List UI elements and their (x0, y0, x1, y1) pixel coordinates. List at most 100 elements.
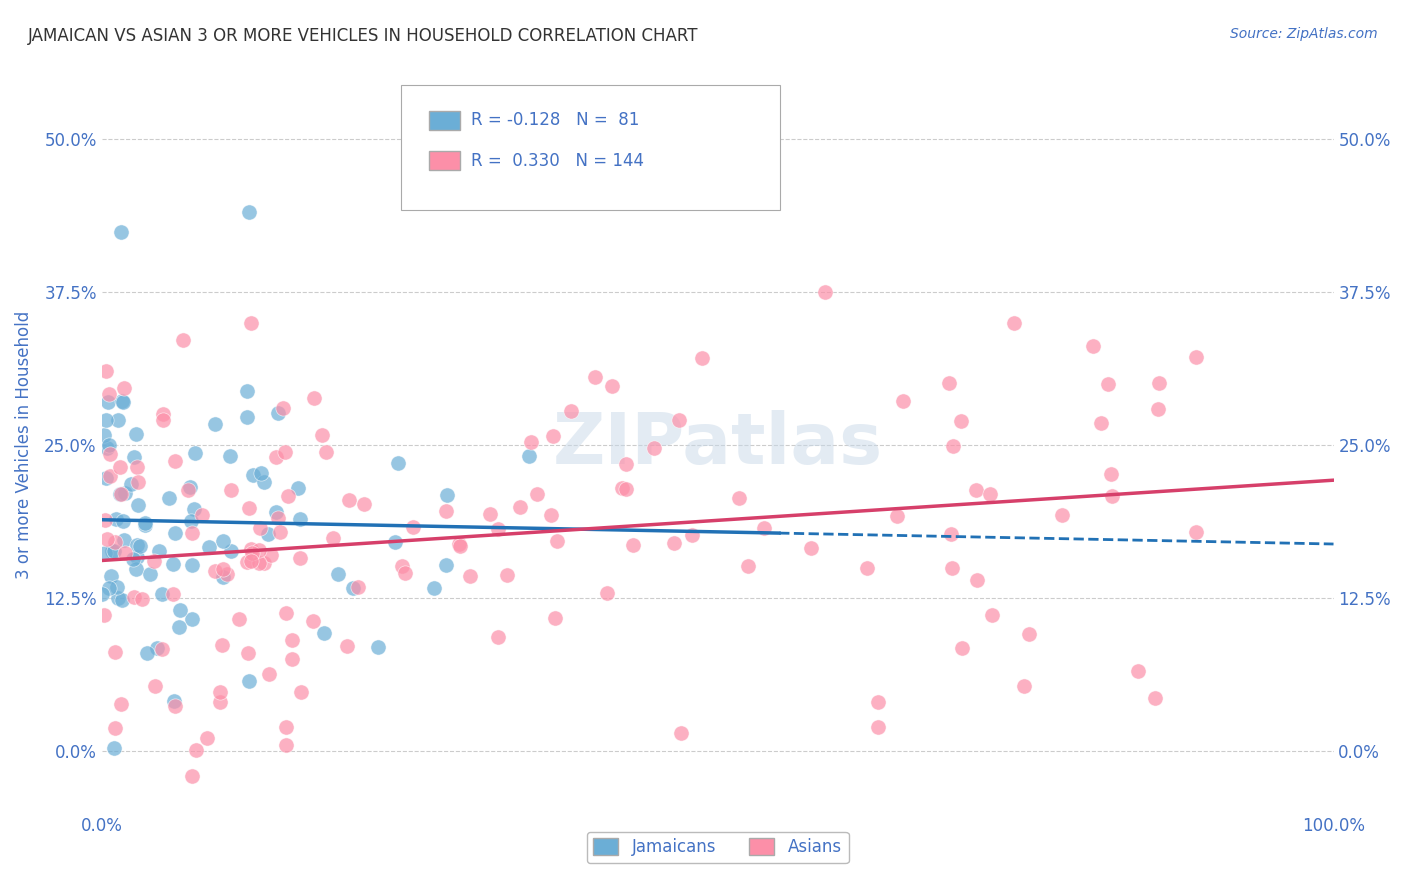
Jamaicans (250, 466, 273, 480)
Jamaicans (96, 471, 118, 485)
Asians (866, 695, 889, 709)
Jamaicans (124, 562, 146, 576)
Asians (941, 560, 963, 574)
Text: ZIPatlas: ZIPatlas (553, 410, 883, 480)
Asians (939, 527, 962, 541)
Jamaicans (436, 488, 458, 502)
Jamaicans (121, 551, 143, 566)
Asians (866, 720, 889, 734)
Asians (163, 698, 186, 713)
Jamaicans (100, 569, 122, 583)
Asians (814, 285, 837, 299)
Asians (212, 562, 235, 576)
Asians (253, 556, 276, 570)
Jamaicans (96, 413, 118, 427)
Asians (979, 486, 1001, 500)
Asians (891, 394, 914, 409)
Asians (965, 483, 987, 497)
Asians (274, 606, 297, 620)
Asians (191, 508, 214, 522)
Jamaicans (110, 225, 132, 239)
Jamaicans (219, 449, 242, 463)
Asians (1081, 338, 1104, 352)
Asians (152, 413, 174, 427)
Asians (236, 555, 259, 569)
Jamaicans (135, 646, 157, 660)
Jamaicans (96, 441, 118, 455)
Jamaicans (163, 694, 186, 708)
Asians (938, 376, 960, 391)
Asians (104, 721, 127, 735)
Jamaicans (163, 526, 186, 541)
Jamaicans (110, 593, 132, 607)
Jamaicans (108, 487, 131, 501)
Jamaicans (517, 449, 540, 463)
Asians (177, 483, 200, 498)
Jamaicans (288, 512, 311, 526)
Jamaicans (98, 582, 121, 596)
Jamaicans (257, 526, 280, 541)
Asians (150, 641, 173, 656)
Asians (274, 444, 297, 458)
Asians (249, 521, 271, 535)
Asians (195, 731, 218, 746)
Asians (104, 645, 127, 659)
Asians (347, 580, 370, 594)
Asians (180, 525, 202, 540)
Jamaicans (124, 426, 146, 441)
Asians (131, 591, 153, 606)
Jamaicans (211, 569, 233, 583)
Asians (526, 487, 548, 501)
Jamaicans (367, 640, 389, 654)
Asians (546, 533, 568, 548)
Jamaicans (112, 533, 135, 547)
Asians (94, 513, 117, 527)
Jamaicans (127, 550, 149, 565)
Asians (239, 542, 262, 557)
Asians (1126, 665, 1149, 679)
Jamaicans (342, 582, 364, 596)
Asians (110, 486, 132, 500)
Asians (643, 441, 665, 455)
Asians (1012, 679, 1035, 693)
Asians (1184, 524, 1206, 539)
Asians (302, 615, 325, 629)
Asians (276, 720, 298, 734)
Asians (612, 481, 634, 495)
Jamaicans (112, 395, 135, 409)
Asians (681, 528, 703, 542)
Asians (1002, 316, 1025, 330)
Jamaicans (162, 558, 184, 572)
Jamaicans (150, 587, 173, 601)
Jamaicans (122, 450, 145, 464)
Asians (211, 638, 233, 652)
Jamaicans (134, 517, 156, 532)
Jamaicans (204, 417, 226, 431)
Asians (184, 742, 207, 756)
Asians (110, 698, 132, 712)
Asians (353, 497, 375, 511)
Asians (560, 404, 582, 418)
Asians (260, 549, 283, 563)
Asians (486, 523, 509, 537)
Asians (614, 458, 637, 472)
Asians (434, 504, 457, 518)
Asians (799, 541, 821, 556)
Asians (143, 680, 166, 694)
Asians (124, 590, 146, 604)
Asians (668, 413, 690, 427)
Jamaicans (197, 540, 219, 554)
Asians (267, 510, 290, 524)
Jamaicans (107, 412, 129, 426)
Jamaicans (105, 580, 128, 594)
Asians (181, 769, 204, 783)
Asians (447, 537, 470, 551)
Asians (322, 531, 344, 545)
Asians (277, 489, 299, 503)
Asians (966, 574, 988, 588)
Jamaicans (183, 501, 205, 516)
Asians (240, 316, 263, 330)
Asians (290, 550, 312, 565)
Asians (596, 585, 619, 599)
Asians (127, 475, 149, 490)
